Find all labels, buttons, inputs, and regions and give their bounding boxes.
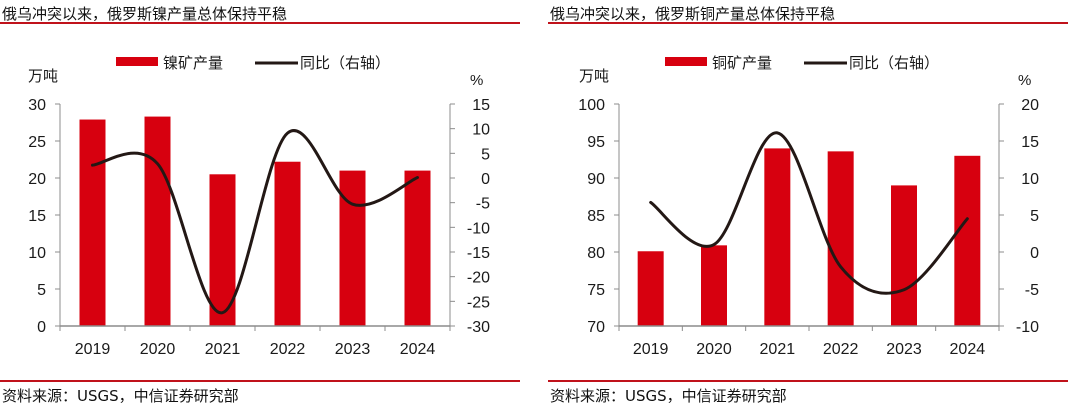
chart-title: 俄乌冲突以来，俄罗斯镍产量总体保持平稳	[2, 5, 288, 23]
right-axis-tick-label: -10	[1016, 319, 1039, 336]
yoy-line	[91, 129, 419, 315]
x-axis-tick-label: 2020	[140, 341, 176, 358]
x-axis-tick-label: 2024	[950, 341, 986, 358]
left-axis-tick-label: 25	[28, 134, 46, 151]
left-axis-tick-label: 80	[587, 245, 605, 262]
source-note: 资料来源：USGS，中信证券研究部	[2, 387, 239, 405]
right-axis-unit: %	[1018, 72, 1031, 89]
x-axis-tick-label: 2021	[205, 341, 241, 358]
right-axis-tick-label: -30	[467, 319, 490, 336]
left-axis-tick-label: 15	[28, 208, 46, 225]
left-axis-tick-label: 70	[587, 319, 605, 336]
x-axis-tick-label: 2022	[823, 341, 859, 358]
bar-2023	[891, 185, 917, 326]
copper-chart-panel: 俄乌冲突以来，俄罗斯铜产量总体保持平稳 铜矿产量 同比（右轴） 万吨% 70 75 80 8…	[548, 0, 1078, 410]
left-axis-tick-label: 90	[587, 171, 605, 188]
bar-2022	[274, 161, 301, 326]
copper-production-chart: 铜矿产量 同比（右轴） 万吨 % 70 75 80 85 90 95 100 -10 -5 0 5 10 15 2…	[578, 54, 1039, 358]
bar-2019	[637, 251, 664, 326]
right-axis-tick-label: 15	[1021, 134, 1039, 151]
x-axis-tick-label: 2023	[335, 341, 371, 358]
right-axis-tick-label: -20	[467, 270, 490, 287]
left-axis-tick-label: 100	[578, 97, 605, 114]
x-axis-tick-label: 2022	[270, 341, 306, 358]
left-axis-tick-label: 85	[587, 208, 605, 225]
right-axis-tick-label: -15	[467, 245, 490, 262]
title-divider	[548, 22, 1068, 24]
right-axis-tick-label: 10	[1021, 171, 1039, 188]
x-axis-tick-label: 2020	[696, 341, 732, 358]
right-axis-tick-label: 0	[1030, 245, 1039, 262]
bar-2021	[764, 148, 791, 326]
right-axis-tick-label: -5	[1025, 282, 1039, 299]
chart-title: 俄乌冲突以来，俄罗斯铜产量总体保持平稳	[550, 5, 836, 23]
bar-2023	[339, 170, 366, 326]
left-axis-tick-label: 30	[28, 97, 46, 114]
yoy-line	[649, 131, 969, 295]
bar-2019	[79, 119, 106, 326]
legend-bar-swatch	[665, 57, 707, 66]
x-axis-tick-label: 2019	[633, 341, 669, 358]
left-axis-tick-label: 5	[37, 282, 46, 299]
nickel-chart-panel: 俄乌冲突以来，俄罗斯镍产量总体保持平稳 镍矿产量 同比（右轴） 万吨% 0 5 10 15 2…	[0, 0, 530, 410]
x-axis-tick-label: 2019	[75, 341, 111, 358]
left-axis-unit: 万吨	[28, 67, 58, 85]
left-axis-tick-label: 10	[28, 245, 46, 262]
legend-bar-label: 镍矿产量	[163, 54, 223, 72]
right-axis-tick-label: 20	[1021, 97, 1039, 114]
right-axis-tick-label: 5	[1030, 208, 1039, 225]
left-axis-tick-label: 0	[37, 319, 46, 336]
bar-2024	[954, 155, 981, 326]
right-axis-tick-label: 10	[472, 122, 490, 139]
right-axis-tick-label: 5	[481, 146, 490, 163]
right-axis-unit: %	[470, 72, 483, 89]
right-axis-tick-label: 15	[472, 97, 490, 114]
right-axis-tick-label: -5	[476, 196, 490, 213]
legend-line-label: 同比（右轴）	[849, 54, 939, 72]
title-divider	[0, 22, 520, 24]
legend-line-label: 同比（右轴）	[300, 54, 390, 72]
bar-2020	[701, 245, 727, 326]
bar-2022	[827, 151, 854, 326]
left-axis-tick-label: 75	[587, 282, 605, 299]
source-note: 资料来源：USGS，中信证券研究部	[550, 387, 787, 405]
legend-bar-label: 铜矿产量	[712, 54, 772, 72]
x-axis-tick-label: 2021	[760, 341, 796, 358]
right-axis-tick-label: -25	[467, 294, 490, 311]
right-axis-tick-label: 0	[481, 171, 490, 188]
right-axis-tick-label: -10	[467, 220, 490, 237]
left-axis-tick-label: 20	[28, 171, 46, 188]
x-axis-tick-label: 2024	[400, 341, 436, 358]
bar-2020	[144, 116, 171, 326]
left-axis-unit: 万吨	[579, 67, 609, 85]
bar-2024	[404, 170, 431, 326]
legend-bar-swatch	[116, 57, 158, 66]
x-axis-tick-label: 2023	[886, 341, 922, 358]
source-divider	[0, 380, 520, 382]
left-axis-tick-label: 95	[587, 134, 605, 151]
source-divider	[548, 380, 1068, 382]
nickel-production-chart: 镍矿产量 同比（右轴） 万吨 % 0 5 10 15 20 25 30 -30 -25 -20 -15 -10…	[28, 54, 490, 358]
